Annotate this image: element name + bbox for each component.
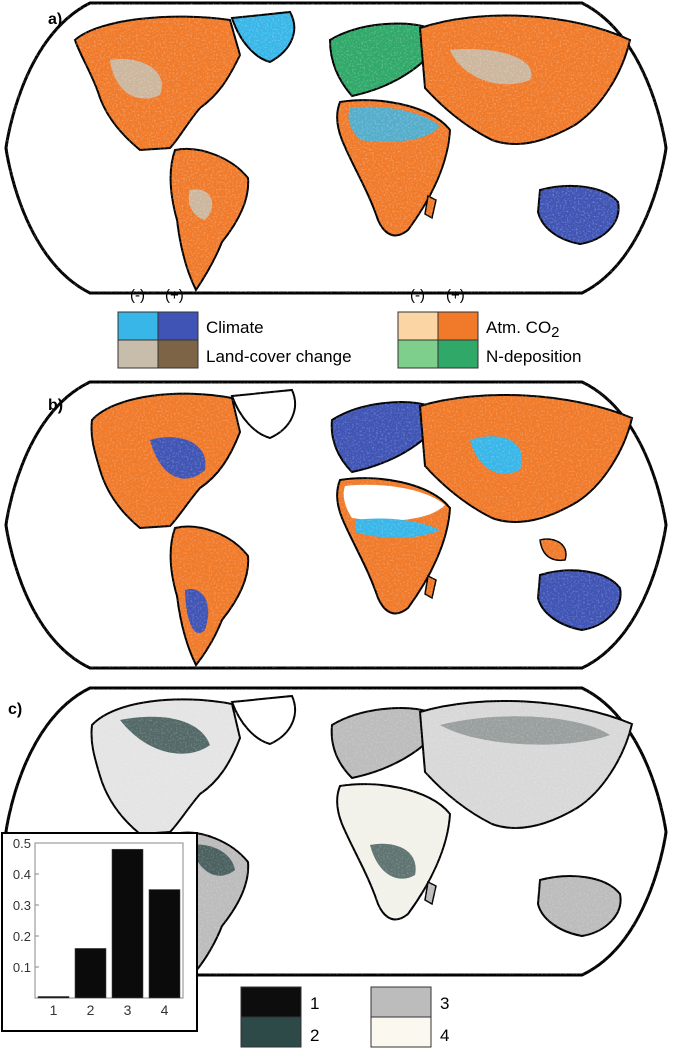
bar-1	[37, 996, 70, 999]
legend-swatch-climate-negative	[117, 311, 159, 341]
legend-swatch-co2-positive	[437, 311, 479, 341]
panel-a-map: a)	[4, 1, 668, 295]
legend-label-co2: Atm. CO2	[486, 318, 560, 341]
legend-swatch-2	[240, 1016, 302, 1048]
inset-histogram: 0.1 0.2 0.3 0.4 0.5 1 2 3 4	[1, 832, 198, 1032]
bar-2	[74, 948, 107, 999]
continents	[6, 382, 666, 668]
x-tick-label: 2	[87, 1002, 95, 1018]
legend-label-3: 3	[440, 994, 449, 1013]
legend-sign-positive: (+)	[446, 287, 465, 304]
legend-bottom: 1 2 3 4	[240, 986, 449, 1048]
legend-top: (-) (+) (-) (+) Climate Land-cover chang…	[117, 287, 581, 369]
bars	[37, 848, 181, 999]
legend-swatch-3	[370, 986, 432, 1018]
x-tick-label: 4	[161, 1002, 169, 1018]
panel-label: c)	[8, 701, 22, 718]
legend-swatch-land-cover-negative	[117, 339, 159, 369]
legend-swatch-1	[240, 986, 302, 1018]
panel-label: a)	[48, 11, 62, 28]
x-tick-label: 1	[50, 1002, 58, 1018]
legend-swatch-n-deposition-negative	[397, 339, 439, 369]
continents	[6, 688, 666, 975]
y-tick-label: 0.4	[13, 867, 31, 882]
legend-label-land-cover: Land-cover change	[206, 347, 352, 366]
x-tick-label: 3	[124, 1002, 132, 1018]
legend-sign-positive: (+)	[165, 287, 184, 304]
panel-b-map: b)	[4, 380, 668, 670]
legend-label-4: 4	[440, 1026, 449, 1045]
continents	[6, 3, 666, 293]
legend-swatch-climate-positive	[157, 311, 199, 341]
legend-label-climate: Climate	[206, 318, 264, 337]
legend-sign-negative: (-)	[130, 287, 145, 304]
y-tick-label: 0.3	[13, 898, 31, 913]
x-ticks: 1 2 3 4	[50, 1002, 169, 1018]
panel-label: b)	[48, 397, 63, 414]
y-tick-label: 0.1	[13, 960, 31, 975]
legend-swatch-co2-negative	[397, 311, 439, 341]
legend-swatch-4	[370, 1016, 432, 1048]
y-tick-label: 0.5	[13, 836, 31, 851]
bar-3	[111, 848, 144, 999]
y-ticks: 0.1 0.2 0.3 0.4 0.5	[13, 836, 39, 975]
y-tick-label: 0.2	[13, 929, 31, 944]
legend-label-1: 1	[310, 994, 319, 1013]
legend-label-2: 2	[310, 1026, 319, 1045]
legend-label-co2-subscript: 2	[551, 324, 559, 341]
legend-swatch-n-deposition-positive	[437, 339, 479, 369]
legend-swatch-land-cover-positive	[157, 339, 199, 369]
legend-sign-negative: (-)	[410, 287, 425, 304]
bar-4	[148, 889, 181, 999]
legend-label-n-deposition: N-deposition	[486, 347, 581, 366]
